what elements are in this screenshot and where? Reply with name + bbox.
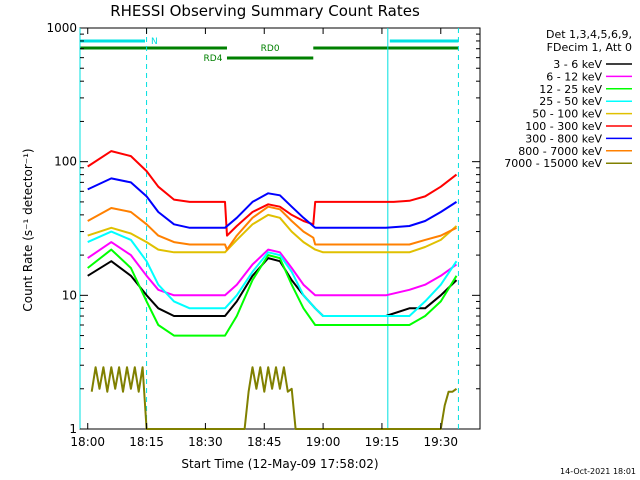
- x-tick-label: 19:15: [365, 435, 400, 449]
- series-line: [87, 205, 457, 251]
- night-bar-label: N: [151, 37, 158, 47]
- y-tick-label: 1: [69, 422, 77, 436]
- legend-entry-label: 25 - 50 keV: [539, 95, 602, 108]
- legend-entry-label: 7000 - 15000 keV: [504, 157, 602, 170]
- legend: Det 1,3,4,5,6,9,FDecim 1, Att 0 3 - 6 keV…: [504, 28, 632, 170]
- y-tick-label: 100: [54, 155, 77, 169]
- y-axis-label: Count Rate (s⁻¹ detector⁻¹): [21, 148, 35, 311]
- x-axis-label: Start Time (12-May-09 17:58:02): [181, 457, 378, 471]
- series-line: [87, 257, 458, 317]
- x-tick-label: 18:15: [129, 435, 164, 449]
- y-axis: 1 10 100 1000: [46, 21, 480, 436]
- legend-header: Det 1,3,4,5,6,9,: [546, 28, 632, 41]
- y-tick-label: 1000: [46, 21, 77, 35]
- plot-frame: [79, 27, 481, 430]
- series-lines: [87, 150, 458, 430]
- series-line: [87, 213, 458, 254]
- legend-entry-label: 6 - 12 keV: [546, 70, 602, 83]
- status-bars: N RD0 RD4: [80, 37, 459, 64]
- x-tick-label: 18:45: [247, 435, 282, 449]
- legend-entry-label: 12 - 25 keV: [539, 83, 602, 96]
- series-line: [87, 241, 458, 297]
- legend-entry-label: 3 - 6 keV: [553, 58, 602, 71]
- legend-entry-label: 100 - 300 keV: [525, 120, 602, 133]
- status-bar-label: RD0: [261, 44, 280, 54]
- status-bar-label: RD4: [204, 54, 223, 64]
- chart-title: RHESSI Observing Summary Count Rates: [110, 2, 420, 20]
- series-line: [87, 177, 458, 229]
- legend-entry-label: 50 - 100 keV: [532, 108, 602, 121]
- series-line: [87, 150, 458, 237]
- legend-entry-label: 800 - 7000 keV: [518, 145, 602, 158]
- series-line: [87, 230, 458, 317]
- y-tick-label: 10: [62, 288, 77, 302]
- x-tick-label: 19:00: [306, 435, 341, 449]
- x-tick-label: 18:00: [70, 435, 105, 449]
- timestamp: 14-Oct-2021 18:01: [560, 467, 636, 476]
- legend-entry-label: 300 - 800 keV: [525, 132, 602, 145]
- series-line: [87, 248, 458, 337]
- x-axis: 18:00 18:15 18:30 18:45 19:00 19:15 19:30: [70, 28, 458, 449]
- legend-header: FDecim 1, Att 0: [547, 41, 632, 54]
- x-tick-label: 18:30: [188, 435, 223, 449]
- series-line: [90, 366, 458, 430]
- x-tick-label: 19:30: [423, 435, 458, 449]
